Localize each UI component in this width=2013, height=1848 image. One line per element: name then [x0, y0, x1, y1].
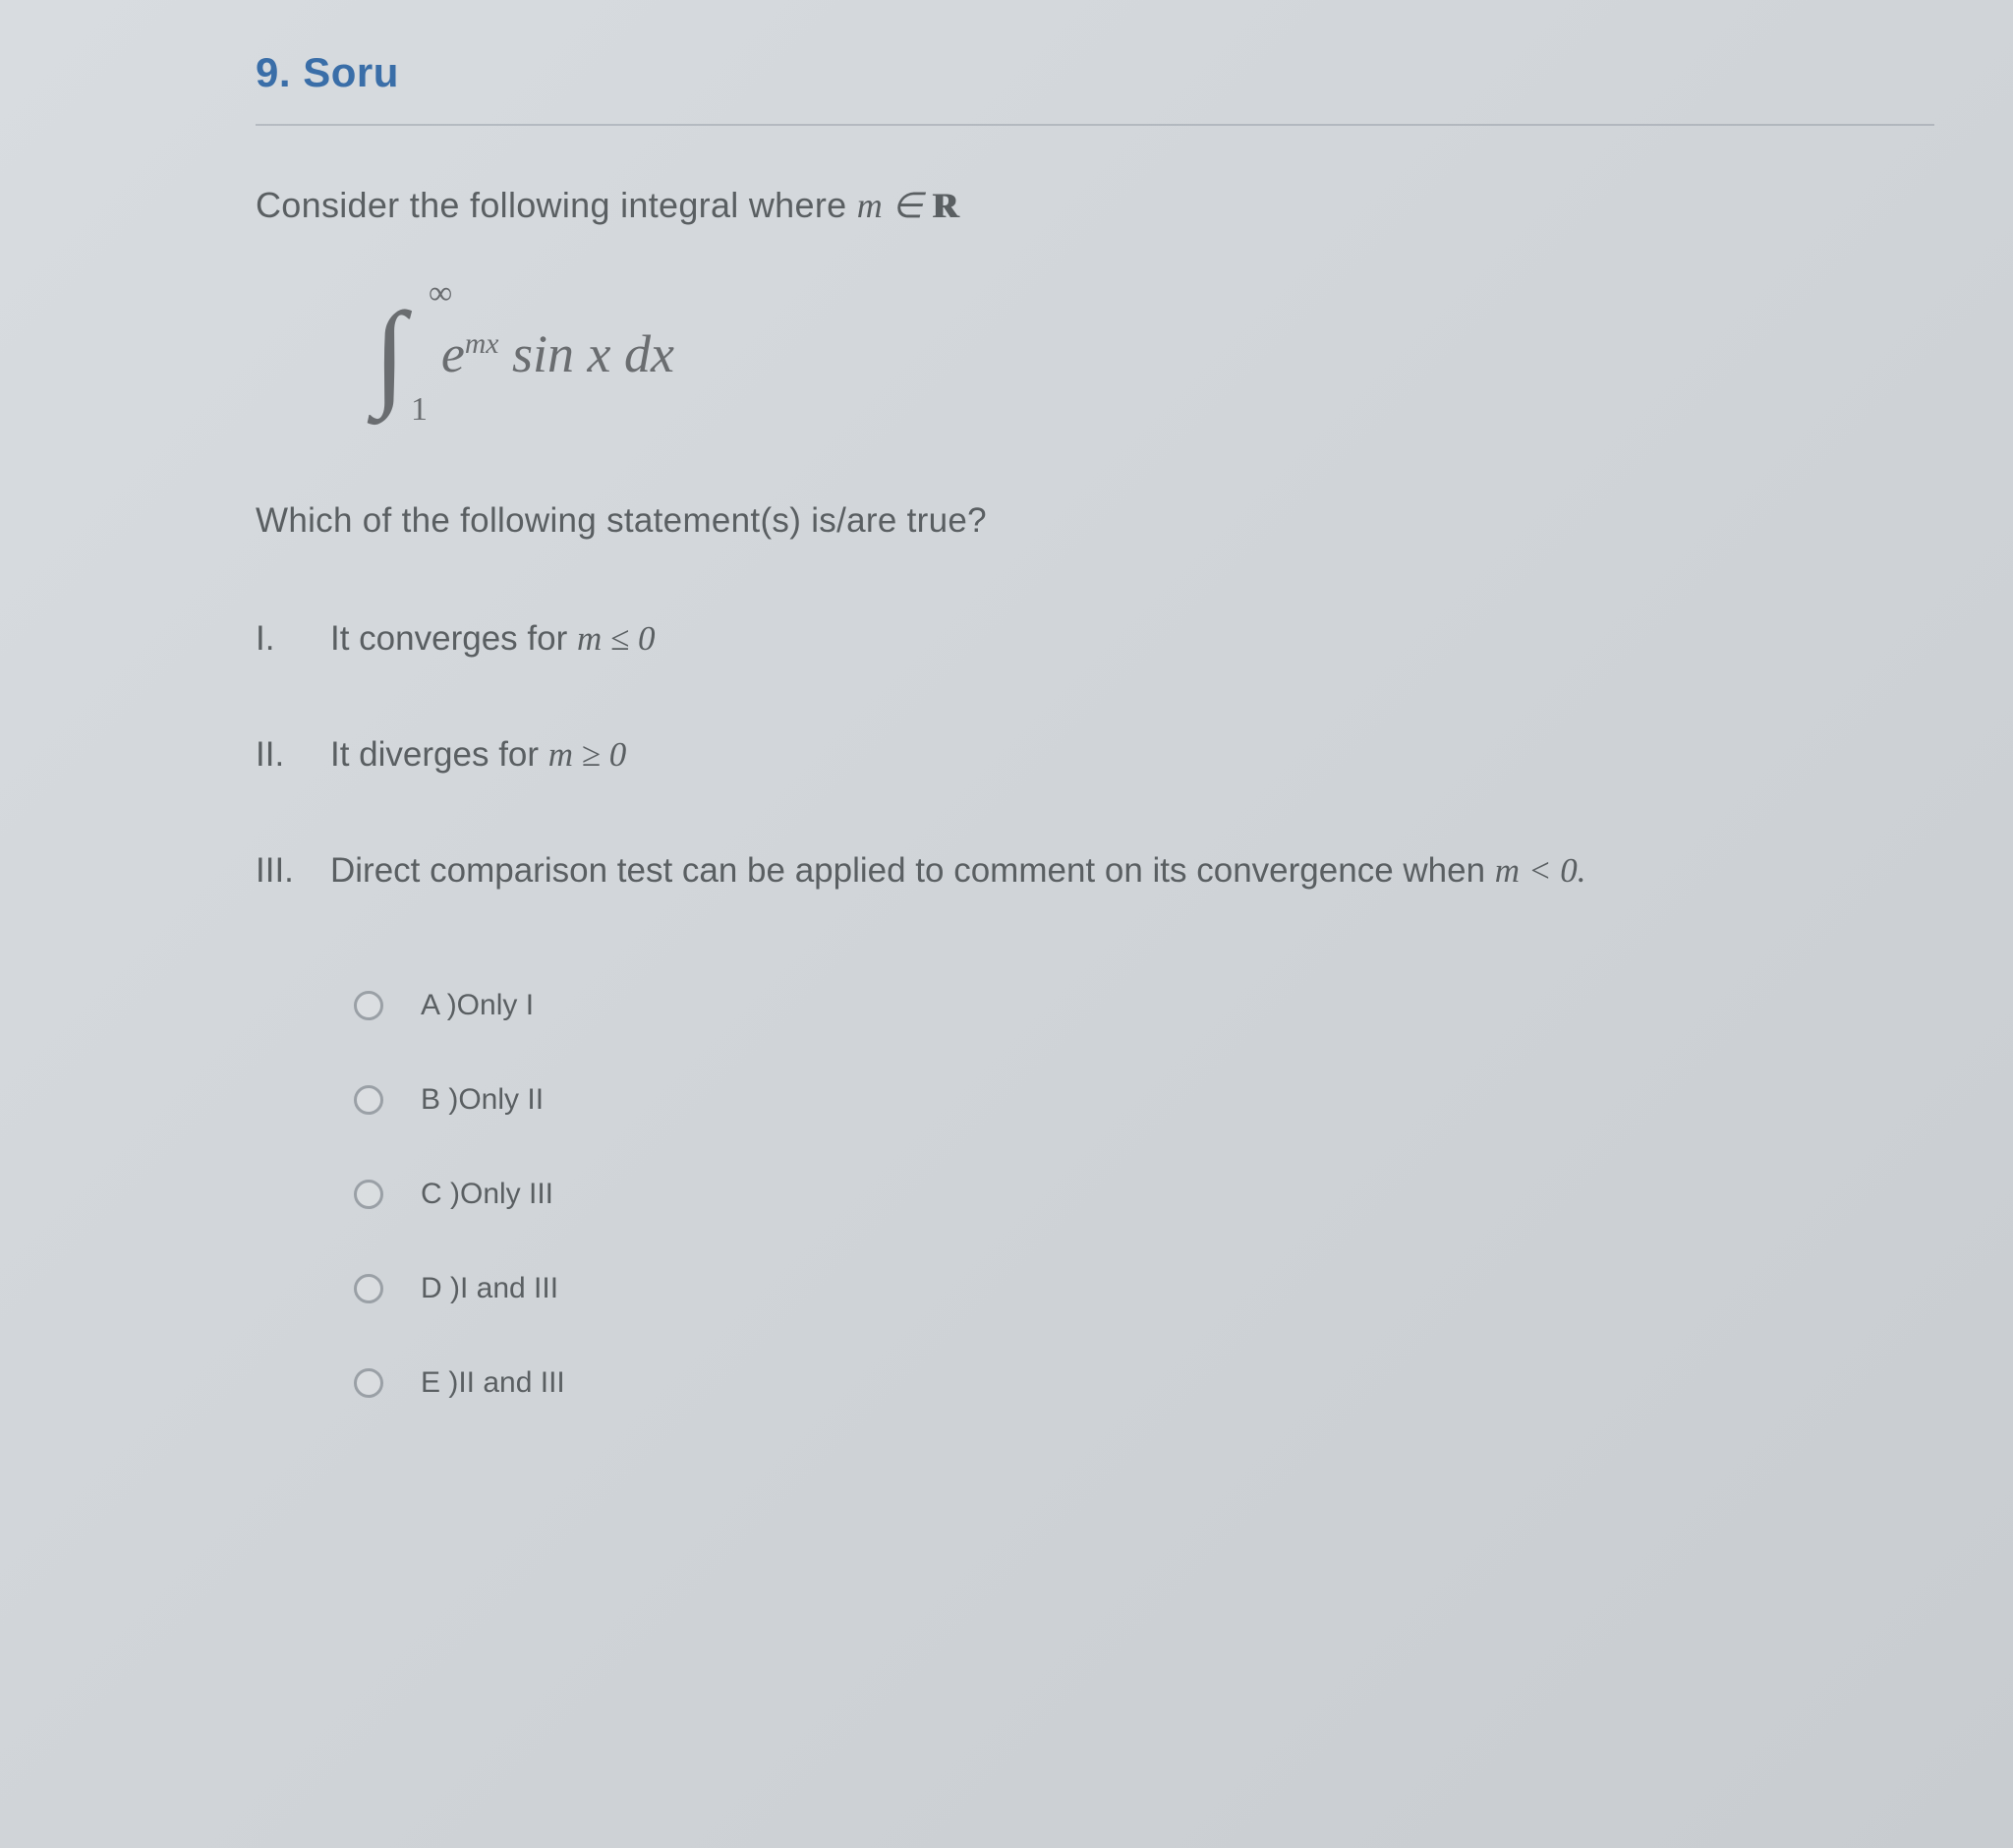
question-label: Soru — [303, 49, 399, 95]
option-a[interactable]: A )Only I — [354, 989, 1934, 1022]
prompt-prefix: Consider the following integral where — [256, 185, 857, 225]
sub-prompt: Which of the following statement(s) is/a… — [256, 501, 1934, 541]
option-label: D )I and III — [421, 1272, 558, 1305]
statements-list: I. It converges for m ≤ 0 II. It diverge… — [256, 619, 1934, 891]
statement-body: Direct comparison test can be applied to… — [330, 851, 1585, 891]
question-title: 9. Soru — [256, 49, 1934, 126]
integral-upper: ∞ — [429, 277, 452, 311]
option-c[interactable]: C )Only III — [354, 1178, 1934, 1211]
option-e[interactable]: E )II and III — [354, 1366, 1934, 1400]
real-symbol: R — [932, 185, 957, 226]
question-card: 9. Soru Consider the following integral … — [0, 0, 2013, 1510]
option-d[interactable]: D )I and III — [354, 1272, 1934, 1305]
exp-superscript: mx — [465, 328, 499, 360]
statement-body: It diverges for m ≥ 0 — [330, 735, 626, 775]
integrand: emx sin x dx — [441, 323, 674, 384]
prompt-text: Consider the following integral where m … — [256, 185, 1934, 226]
radio-icon[interactable] — [354, 1368, 383, 1398]
option-label: E )II and III — [421, 1366, 565, 1400]
question-number: 9. — [256, 49, 291, 95]
statement-roman: III. — [256, 851, 303, 891]
integral-sign: ∫ ∞ 1 — [374, 295, 406, 413]
statement-body: It converges for m ≤ 0 — [330, 619, 655, 659]
radio-icon[interactable] — [354, 1085, 383, 1115]
options-list: A )Only I B )Only II C )Only III D )I an… — [354, 989, 1934, 1400]
option-label: C )Only III — [421, 1178, 553, 1211]
statement-roman: II. — [256, 735, 303, 775]
statement-2: II. It diverges for m ≥ 0 — [256, 735, 1934, 775]
prompt-math: m ∈ R — [857, 186, 958, 225]
radio-icon[interactable] — [354, 1274, 383, 1303]
radio-icon[interactable] — [354, 991, 383, 1020]
option-label: A )Only I — [421, 989, 534, 1022]
integrand-body: sin x dx — [512, 324, 674, 383]
statement-1: I. It converges for m ≤ 0 — [256, 619, 1934, 659]
option-label: B )Only II — [421, 1083, 544, 1117]
statement-3: III. Direct comparison test can be appli… — [256, 851, 1934, 891]
integral-lower: 1 — [411, 393, 428, 427]
radio-icon[interactable] — [354, 1180, 383, 1209]
integral-expression: ∫ ∞ 1 emx sin x dx — [374, 295, 1934, 413]
option-b[interactable]: B )Only II — [354, 1083, 1934, 1117]
statement-roman: I. — [256, 619, 303, 659]
